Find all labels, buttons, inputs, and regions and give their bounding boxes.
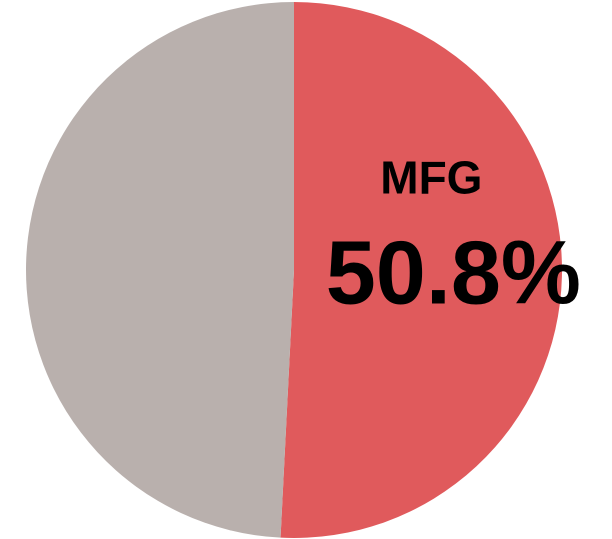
pie-slice: [26, 2, 294, 538]
slice-label: MFG: [380, 152, 482, 204]
slice-value-label: 50.8%: [326, 224, 581, 324]
pie-slice: [280, 2, 563, 538]
